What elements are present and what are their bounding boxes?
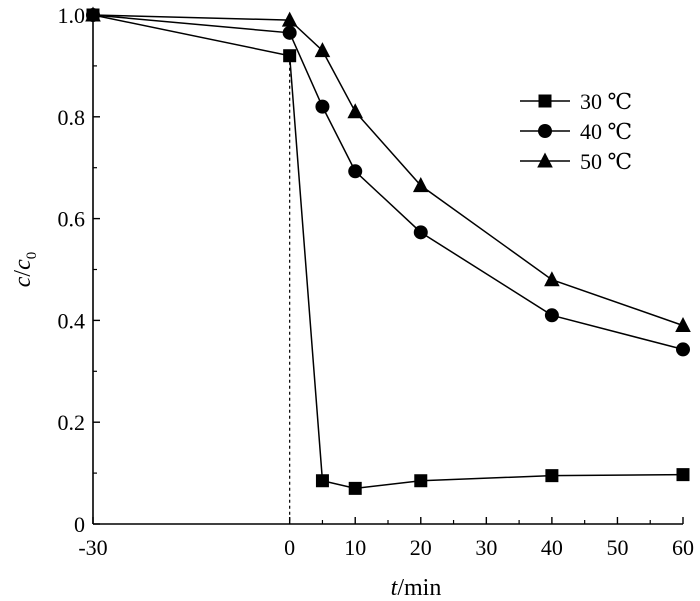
x-tick-label: 10 — [344, 535, 366, 560]
data-point — [676, 342, 690, 357]
x-tick-label: 0 — [284, 535, 295, 560]
y-tick-label: 0 — [74, 512, 85, 537]
data-point — [348, 164, 363, 179]
data-point — [675, 317, 691, 333]
series-line — [92, 14, 684, 490]
data-point — [283, 49, 297, 63]
data-point — [414, 474, 428, 488]
x-tick-label: 40 — [541, 535, 563, 560]
y-tick-label: 0.4 — [58, 308, 86, 333]
y-tick-label: 0.2 — [58, 410, 86, 435]
legend-label: 40 ℃ — [580, 119, 632, 144]
x-tick-label: -30 — [78, 535, 107, 560]
x-tick-label: 60 — [672, 535, 694, 560]
data-point — [544, 308, 559, 323]
y-tick-label: 0.8 — [58, 105, 86, 130]
data-point — [412, 177, 429, 193]
series-circle — [86, 8, 690, 357]
x-axis-title-unit: /min — [397, 575, 441, 601]
x-tick-label: 20 — [410, 535, 432, 560]
data-point — [413, 225, 428, 240]
x-axis-title-italic: t — [391, 575, 399, 601]
data-point — [545, 469, 559, 483]
legend: 30 ℃ 40 ℃ 50 ℃ — [520, 89, 632, 174]
x-axis-title: t/min — [391, 575, 442, 601]
data-point — [85, 6, 101, 22]
series-square — [86, 8, 690, 495]
series-triangle — [85, 6, 691, 333]
series-layer — [85, 6, 691, 495]
legend-item: 40 ℃ — [520, 119, 632, 144]
legend-label: 30 ℃ — [580, 89, 632, 114]
y-tick-label: 0.6 — [58, 207, 86, 232]
x-tick-label: 50 — [606, 535, 628, 560]
y-axis-title-subscript: 0 — [24, 252, 40, 260]
x-tick-label: 30 — [475, 535, 497, 560]
y-axis-title-c: c — [10, 276, 36, 287]
data-point — [282, 25, 297, 40]
data-point — [348, 481, 362, 495]
data-point — [314, 42, 331, 58]
legend-marker — [537, 152, 553, 168]
legend-item: 30 ℃ — [520, 89, 632, 114]
data-point — [281, 11, 298, 27]
data-point — [315, 99, 330, 114]
series-line — [92, 14, 684, 351]
y-tick-label: 1.0 — [58, 3, 86, 28]
legend-item: 50 ℃ — [520, 149, 632, 174]
y-axis-title-c0: c — [10, 259, 36, 270]
legend-marker — [538, 94, 552, 108]
y-axis-title-slash: / — [10, 270, 36, 277]
legend-marker — [538, 124, 552, 138]
data-point — [676, 468, 690, 482]
data-point — [544, 271, 560, 287]
data-point — [315, 474, 329, 488]
legend-label: 50 ℃ — [580, 149, 632, 174]
y-axis-title: c/c0 — [10, 252, 40, 287]
data-point — [347, 103, 364, 119]
